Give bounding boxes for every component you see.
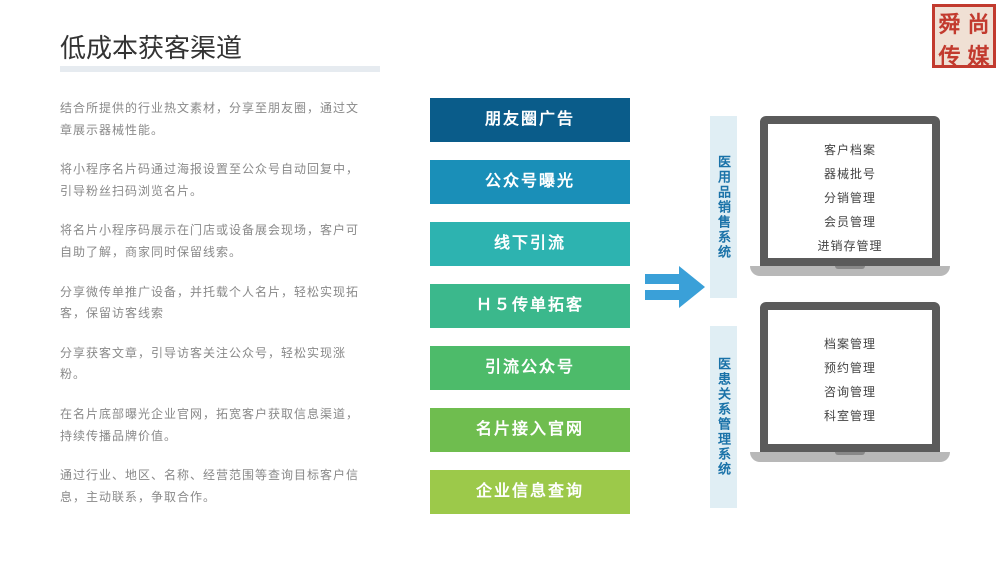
desc-item: 结合所提供的行业热文素材，分享至朋友圈，通过文章展示器械性能。 xyxy=(60,98,370,141)
desc-item: 分享微传单推广设备，并托载个人名片，轻松实现拓客，保留访客线索 xyxy=(60,282,370,325)
channel-item: 名片接入官网 xyxy=(430,408,630,452)
screen-item: 分销管理 xyxy=(776,186,924,210)
screen-item: 预约管理 xyxy=(776,356,924,380)
channel-item: 朋友圈广告 xyxy=(430,98,630,142)
stamp-char: 传 xyxy=(935,39,964,71)
screen-item: 咨询管理 xyxy=(776,380,924,404)
arrow-icon xyxy=(645,262,705,317)
laptop-base xyxy=(750,266,950,276)
system-label: 医患关系管理系统 xyxy=(710,326,737,508)
title-underline xyxy=(60,66,380,72)
screen-item: 科室管理 xyxy=(776,404,924,428)
laptops-column: 客户档案 器械批号 分销管理 会员管理 进销存管理 档案管理 预约管理 咨询管理… xyxy=(750,116,950,488)
screen-item: 档案管理 xyxy=(776,332,924,356)
channel-item: 企业信息查询 xyxy=(430,470,630,514)
laptop-screen: 客户档案 器械批号 分销管理 会员管理 进销存管理 xyxy=(760,116,940,266)
laptop: 档案管理 预约管理 咨询管理 科室管理 xyxy=(750,302,950,462)
channel-item: 引流公众号 xyxy=(430,346,630,390)
laptop-base xyxy=(750,452,950,462)
stamp-char: 尚 xyxy=(964,7,993,39)
stamp-logo: 舜 尚 传 媒 xyxy=(932,4,996,68)
stamp-char: 舜 xyxy=(935,7,964,39)
screen-item: 客户档案 xyxy=(776,138,924,162)
laptop-screen: 档案管理 预约管理 咨询管理 科室管理 xyxy=(760,302,940,452)
descriptions-column: 结合所提供的行业热文素材，分享至朋友圈，通过文章展示器械性能。 将小程序名片码通… xyxy=(60,98,370,526)
system-label: 医用品销售系统 xyxy=(710,116,737,298)
desc-item: 分享获客文章，引导访客关注公众号，轻松实现涨粉。 xyxy=(60,343,370,386)
desc-item: 将小程序名片码通过海报设置至公众号自动回复中，引导粉丝扫码浏览名片。 xyxy=(60,159,370,202)
page-title: 低成本获客渠道 xyxy=(60,28,242,65)
channel-item: Ｈ５传单拓客 xyxy=(430,284,630,328)
channels-column: 朋友圈广告 公众号曝光 线下引流 Ｈ５传单拓客 引流公众号 名片接入官网 企业信… xyxy=(430,98,630,532)
laptop: 客户档案 器械批号 分销管理 会员管理 进销存管理 xyxy=(750,116,950,276)
channel-item: 公众号曝光 xyxy=(430,160,630,204)
screen-item: 器械批号 xyxy=(776,162,924,186)
stamp-char: 媒 xyxy=(964,39,993,71)
desc-item: 将名片小程序码展示在门店或设备展会现场，客户可自助了解，商家同时保留线索。 xyxy=(60,220,370,263)
screen-item: 进销存管理 xyxy=(776,234,924,258)
screen-item: 会员管理 xyxy=(776,210,924,234)
channel-item: 线下引流 xyxy=(430,222,630,266)
desc-item: 在名片底部曝光企业官网，拓宽客户获取信息渠道，持续传播品牌价值。 xyxy=(60,404,370,447)
desc-item: 通过行业、地区、名称、经营范围等查询目标客户信息，主动联系，争取合作。 xyxy=(60,465,370,508)
system-labels: 医用品销售系统 医患关系管理系统 xyxy=(710,116,738,508)
